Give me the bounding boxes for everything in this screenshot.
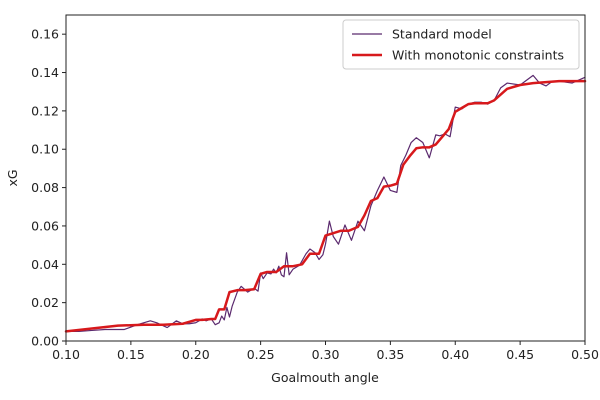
x-tick-label: 0.15 — [117, 347, 145, 362]
series-line-monotonic-constraints — [64, 79, 587, 333]
y-tick-label: 0.06 — [31, 218, 59, 233]
series-line-standard-model — [65, 74, 586, 333]
y-tick-label: 0.00 — [31, 334, 59, 349]
y-axis-ticks: 0.00 0.02 0.04 0.06 0.08 0.10 0.12 0.14 0.16 — [31, 27, 66, 349]
x-tick-label: 0.50 — [571, 347, 599, 362]
y-tick-label: 0.14 — [31, 65, 59, 80]
x-tick-label: 0.35 — [376, 347, 404, 362]
x-axis-ticks: 0.10 0.15 0.20 0.25 0.30 0.35 0.40 0.45 0.50 — [52, 341, 599, 362]
x-tick-label: 0.40 — [441, 347, 469, 362]
legend-label-standard: Standard model — [392, 27, 492, 42]
legend-box — [342, 19, 580, 70]
x-tick-label: 0.30 — [312, 347, 340, 362]
y-tick-label: 0.08 — [31, 180, 59, 195]
x-tick-label: 0.10 — [52, 347, 80, 362]
y-tick-label: 0.02 — [31, 295, 59, 310]
y-axis-label: xG — [5, 169, 20, 186]
legend-label-monotonic: With monotonic constraints — [392, 48, 564, 63]
x-tick-label: 0.25 — [247, 347, 275, 362]
y-tick-label: 0.16 — [31, 27, 59, 42]
y-tick-label: 0.04 — [31, 257, 59, 272]
y-tick-label: 0.12 — [31, 103, 59, 118]
x-tick-label: 0.45 — [506, 347, 534, 362]
x-axis-label: Goalmouth angle — [271, 370, 379, 385]
legend: Standard model With monotonic constraint… — [342, 19, 580, 70]
y-tick-label: 0.10 — [31, 142, 59, 157]
x-tick-label: 0.20 — [182, 347, 210, 362]
